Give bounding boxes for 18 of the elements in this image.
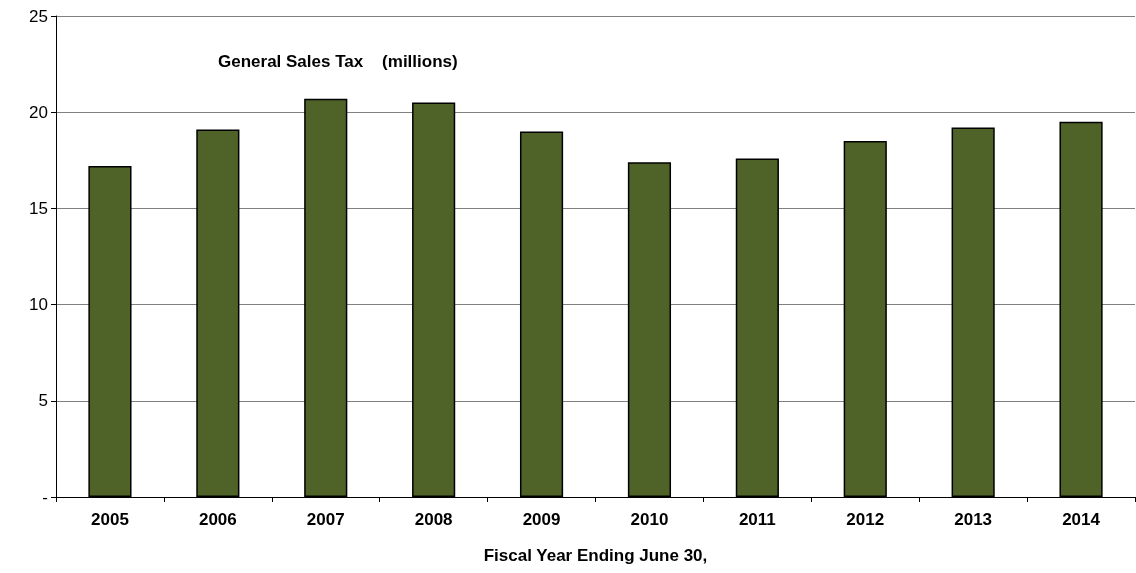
x-tick-label: 2011 <box>738 510 776 529</box>
y-tick-label: 10 <box>29 295 48 315</box>
x-tick-label: 2005 <box>91 510 129 529</box>
text: General Sales Tax (millions) <box>218 52 458 71</box>
x-tick-label: 2010 <box>630 510 669 529</box>
x-tick-label: 2012 <box>846 510 885 529</box>
x-tick-label: 2007 <box>306 510 345 529</box>
x-tick-label: 2009 <box>522 510 561 529</box>
y-tick-label: 15 <box>29 198 48 218</box>
y-tick-label: 20 <box>29 102 48 122</box>
x-tick-label: 2013 <box>954 510 993 529</box>
y-tick-label: - <box>42 487 48 507</box>
x-tick-label: 2006 <box>198 510 237 529</box>
y-tick-label: 5 <box>38 391 48 411</box>
x-axis-title: Fiscal Year Ending June 30, <box>483 546 708 565</box>
x-tick-label: 2008 <box>414 510 453 529</box>
y-tick-label: 25 <box>29 6 48 26</box>
x-tick-label: 2014 <box>1062 510 1101 529</box>
